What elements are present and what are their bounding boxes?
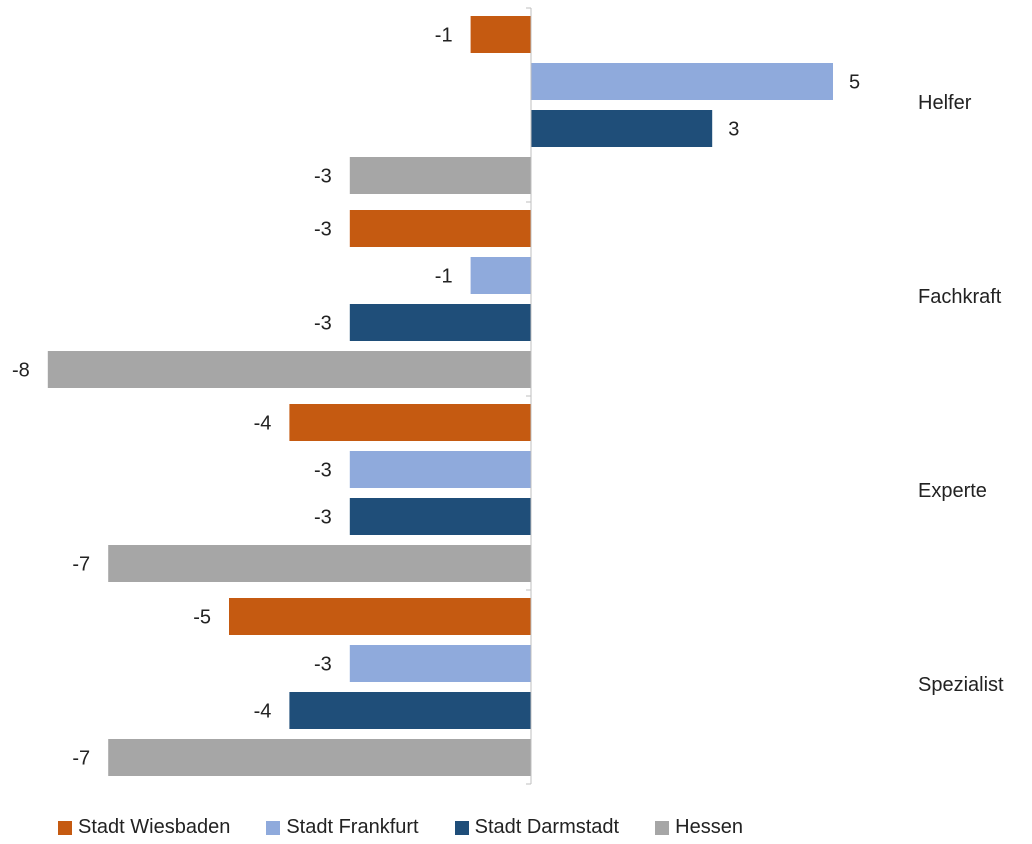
value-label: -7 <box>72 554 90 576</box>
value-label: -3 <box>314 654 332 676</box>
legend-item-hessen: Hessen <box>655 816 743 839</box>
bar-fachkraft-1 <box>349 210 531 247</box>
value-labels-group: -1 5 3 -3 -3 -1 -3 -8 -4 -3 -3 -7 -5 -3 -4 -7 <box>12 25 860 770</box>
bar-helfer-1 <box>470 16 531 53</box>
value-label: -4 <box>254 701 272 723</box>
legend-label: Hessen <box>675 816 743 838</box>
value-label: -3 <box>314 507 332 529</box>
bar-experte-2 <box>349 451 531 488</box>
value-label: -1 <box>435 25 453 47</box>
value-label: -1 <box>435 266 453 288</box>
legend-swatch <box>454 820 469 835</box>
bar-experte-3 <box>349 498 531 535</box>
legend: Stadt Wiesbaden Stadt Frankfurt Stadt Da… <box>58 816 779 839</box>
legend-label: Stadt Wiesbaden <box>78 816 231 838</box>
bar-spezialist-1 <box>229 598 531 635</box>
value-label: -7 <box>72 748 90 770</box>
legend-label: Stadt Darmstadt <box>474 816 620 838</box>
legend-swatch <box>266 820 281 835</box>
bar-spezialist-2 <box>349 645 531 682</box>
value-label: -3 <box>314 460 332 482</box>
legend-item-wiesbaden: Stadt Wiesbaden <box>58 816 230 839</box>
category-label-experte: Experte <box>918 480 987 502</box>
value-label: 3 <box>728 119 739 141</box>
legend-swatch <box>655 820 670 835</box>
bar-fachkraft-4 <box>47 351 532 388</box>
category-labels-group: Helfer Fachkraft Experte Spezialist <box>918 92 1004 696</box>
value-label: -3 <box>314 219 332 241</box>
value-label: -4 <box>254 413 272 435</box>
value-label: -3 <box>314 313 332 335</box>
bar-fachkraft-3 <box>349 304 531 341</box>
value-label: 5 <box>849 72 860 94</box>
legend-swatch <box>58 820 72 835</box>
bars-group <box>47 16 833 776</box>
bar-chart: -1 5 3 -3 -3 -1 -3 -8 -4 -3 -3 -7 -5 -3 -4 -7 Helfer Fac… <box>12 7 1004 785</box>
legend-item-darmstadt: Stadt Darmstadt <box>454 816 620 839</box>
legend-item-frankfurt: Stadt Frankfurt <box>266 816 419 839</box>
value-label: -5 <box>193 607 211 629</box>
bar-helfer-3 <box>531 110 713 147</box>
category-label-spezialist: Spezialist <box>918 674 1004 696</box>
bar-helfer-4 <box>349 157 531 194</box>
bar-spezialist-3 <box>289 692 531 729</box>
value-label: -8 <box>12 360 30 382</box>
category-axis <box>526 7 532 785</box>
bar-experte-4 <box>108 545 531 582</box>
bar-spezialist-4 <box>108 739 531 776</box>
category-label-fachkraft: Fachkraft <box>918 286 1002 308</box>
category-label-helfer: Helfer <box>918 92 972 114</box>
bar-experte-1 <box>289 404 531 441</box>
value-label: -3 <box>314 166 332 188</box>
bar-helfer-2 <box>531 63 833 100</box>
legend-label: Stadt Frankfurt <box>286 816 419 838</box>
bar-fachkraft-2 <box>470 257 531 294</box>
